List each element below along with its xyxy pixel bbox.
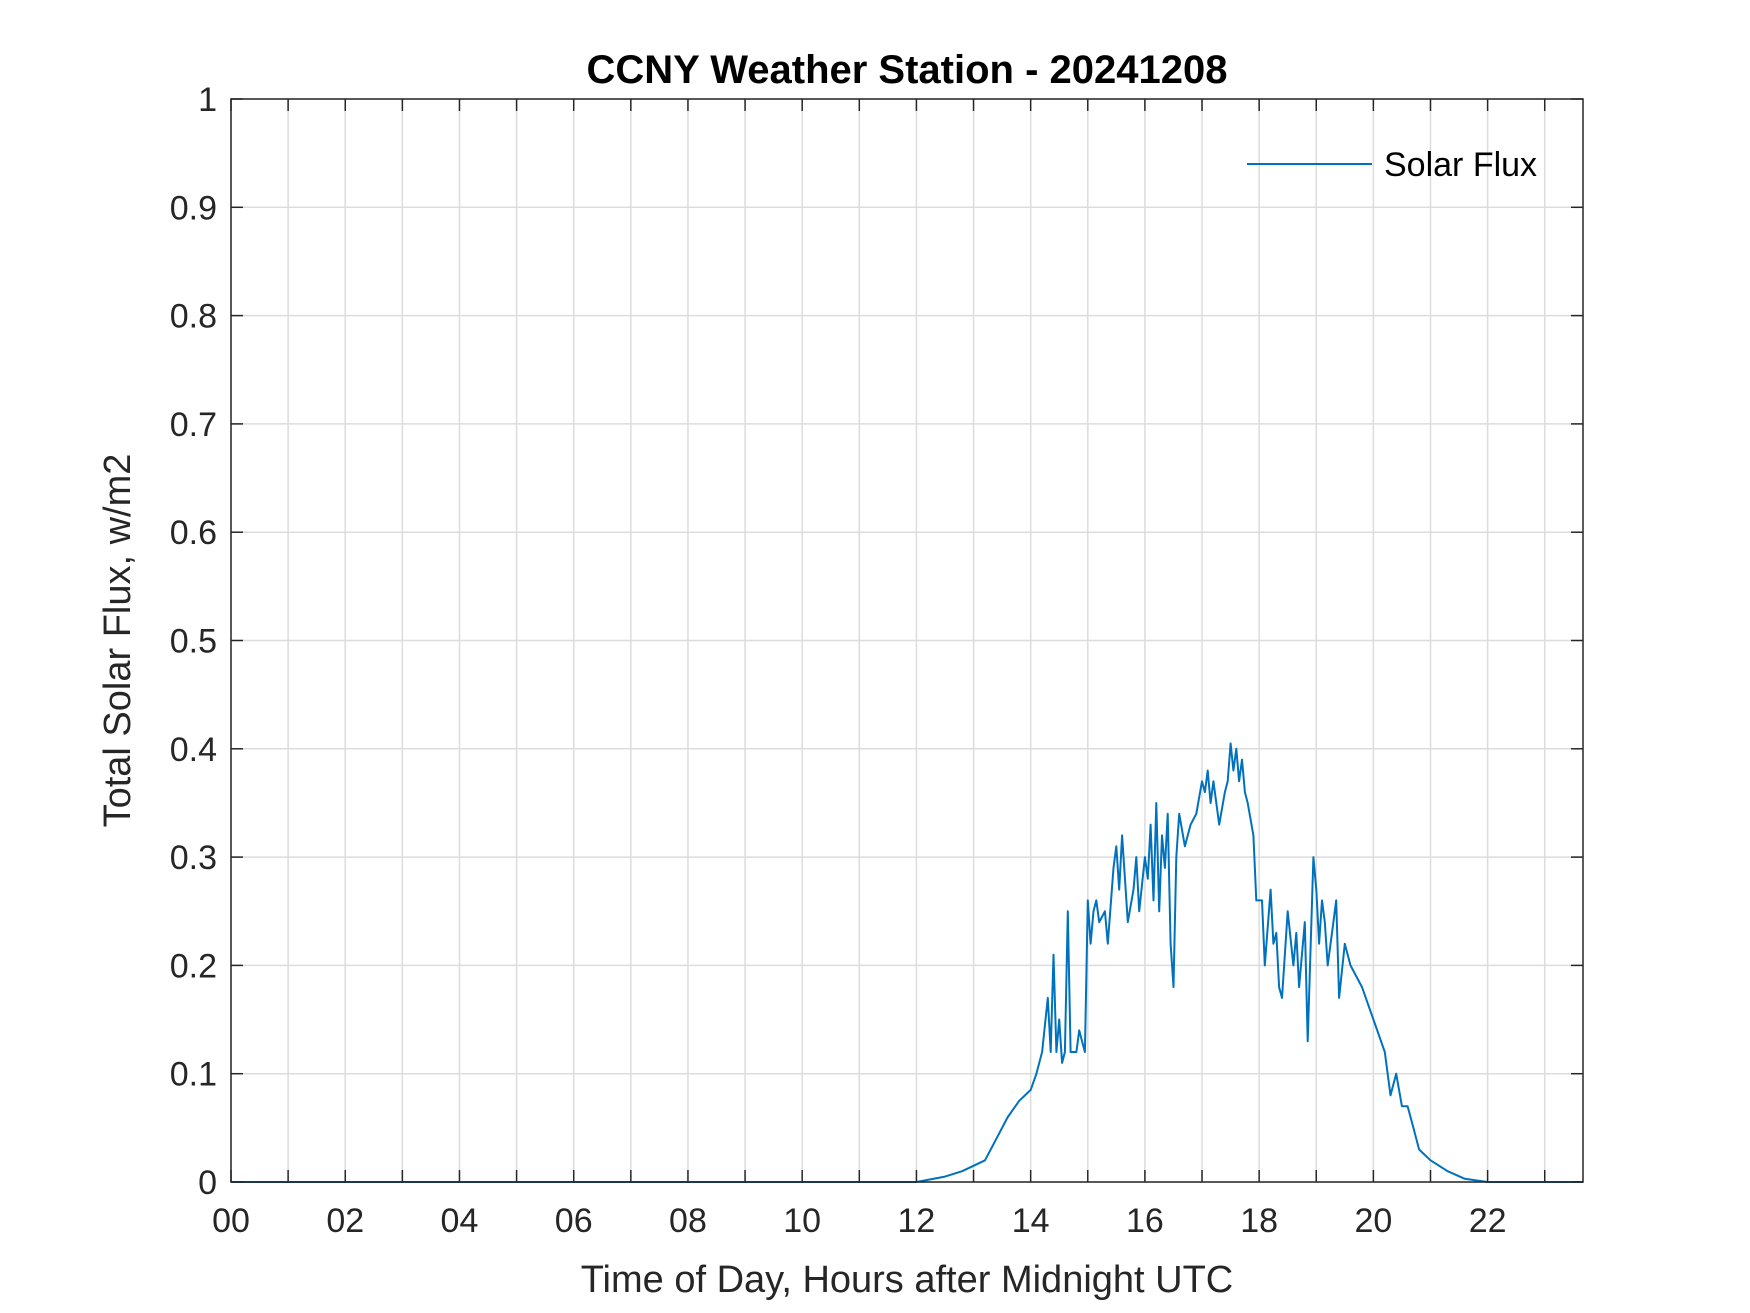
- x-tick-label: 00: [212, 1202, 250, 1240]
- x-tick-label: 08: [669, 1202, 707, 1240]
- x-tick-label: 12: [898, 1202, 936, 1240]
- series-line-solar-flux: [231, 742, 1583, 1183]
- x-tick-label: 04: [441, 1202, 479, 1240]
- y-tick-label: 0.9: [170, 189, 217, 227]
- y-tick-label: 0.8: [170, 298, 217, 336]
- x-tick-label: 14: [1012, 1202, 1050, 1240]
- x-tick-label: 20: [1354, 1202, 1392, 1240]
- y-tick-label: 0.6: [170, 514, 217, 552]
- x-tick-label: 10: [783, 1202, 821, 1240]
- x-axis-label: Time of Day, Hours after Midnight UTC: [581, 1259, 1234, 1301]
- y-tick-label: 0.5: [170, 623, 217, 661]
- y-tick-label: 0.4: [170, 731, 217, 769]
- x-tick-label: 18: [1240, 1202, 1278, 1240]
- y-tick-label: 0.2: [170, 947, 217, 985]
- legend: Solar Flux: [1247, 146, 1537, 184]
- x-tick-label: 16: [1126, 1202, 1164, 1240]
- y-tick-label: 0.3: [170, 839, 217, 877]
- grid: [230, 98, 1583, 1183]
- y-axis-label: Total Solar Flux, w/m2: [97, 454, 139, 828]
- x-tick-label: 06: [555, 1202, 593, 1240]
- y-tick-label: 0: [198, 1164, 217, 1202]
- x-tick-label: 02: [326, 1202, 364, 1240]
- ticks: 0 0.1 0.2 0.3 0.4 0.5 0.6 0.7 0.8 0.9 1 00 02 04 06 08 1…: [170, 81, 1583, 1240]
- chart-title: CCNY Weather Station - 20241208: [587, 48, 1228, 92]
- y-tick-label: 0.1: [170, 1056, 217, 1094]
- legend-label-solar-flux: Solar Flux: [1384, 146, 1537, 184]
- x-tick-label: 22: [1469, 1202, 1507, 1240]
- series-layer: [231, 742, 1583, 1183]
- y-tick-label: 1: [198, 81, 217, 119]
- y-tick-label: 0.7: [170, 406, 217, 444]
